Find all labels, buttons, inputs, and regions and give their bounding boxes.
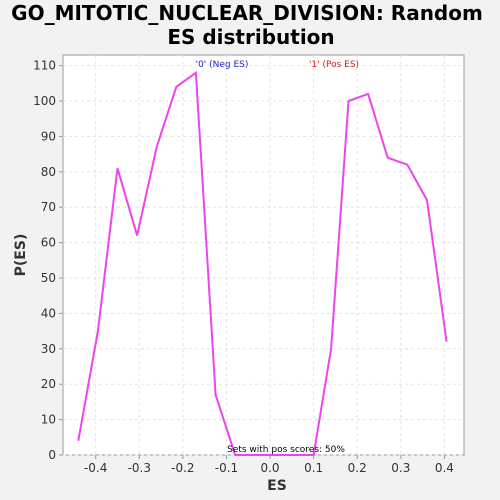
y-tick-label: 110: [33, 59, 56, 73]
y-tick-label: 40: [41, 306, 56, 320]
x-tick-label: -0.2: [171, 461, 194, 475]
axis-ticks: -0.4 -0.3 -0.2 -0.1 0.0 0.1 0.2 0.3 0.4 0 10 20 30 40…: [33, 59, 454, 475]
chart-title-line-2: ES distribution: [167, 25, 334, 49]
y-tick-label: 70: [41, 200, 56, 214]
pos-es-annotation: '1' (Pos ES): [309, 60, 359, 70]
x-tick-label: 0.1: [304, 461, 323, 475]
x-tick-label: -0.1: [215, 461, 238, 475]
x-tick-label: 0.3: [391, 461, 410, 475]
x-axis-label: ES: [267, 478, 287, 494]
x-tick-label: 0.2: [348, 461, 367, 475]
series-line: [77, 70, 448, 456]
y-tick-label: 80: [41, 165, 56, 179]
x-tick-label: -0.4: [84, 461, 107, 475]
y-tick-label: 50: [41, 271, 56, 285]
y-tick-label: 30: [41, 342, 56, 356]
y-tick-label: 20: [41, 377, 56, 391]
y-tick-label: 60: [41, 236, 56, 250]
chart-title-line-1: GO_MITOTIC_NUCLEAR_DIVISION: Random: [11, 1, 483, 25]
y-axis-label: P(ES): [13, 234, 29, 277]
x-tick-label: -0.3: [128, 461, 151, 475]
y-tick-label: 100: [33, 94, 56, 108]
y-tick-label: 0: [48, 448, 56, 462]
neg-es-annotation: '0' (Neg ES): [196, 60, 249, 70]
x-tick-label: 0.4: [435, 461, 454, 475]
y-tick-label: 10: [41, 413, 56, 427]
series-layer: [77, 70, 448, 456]
grid-lines: [63, 55, 464, 456]
pos-scores-footer: Sets with pos scores: 50%: [227, 445, 345, 455]
y-tick-label: 90: [41, 129, 56, 143]
plot-area: [62, 54, 465, 456]
x-tick-label: 0.0: [260, 461, 279, 475]
